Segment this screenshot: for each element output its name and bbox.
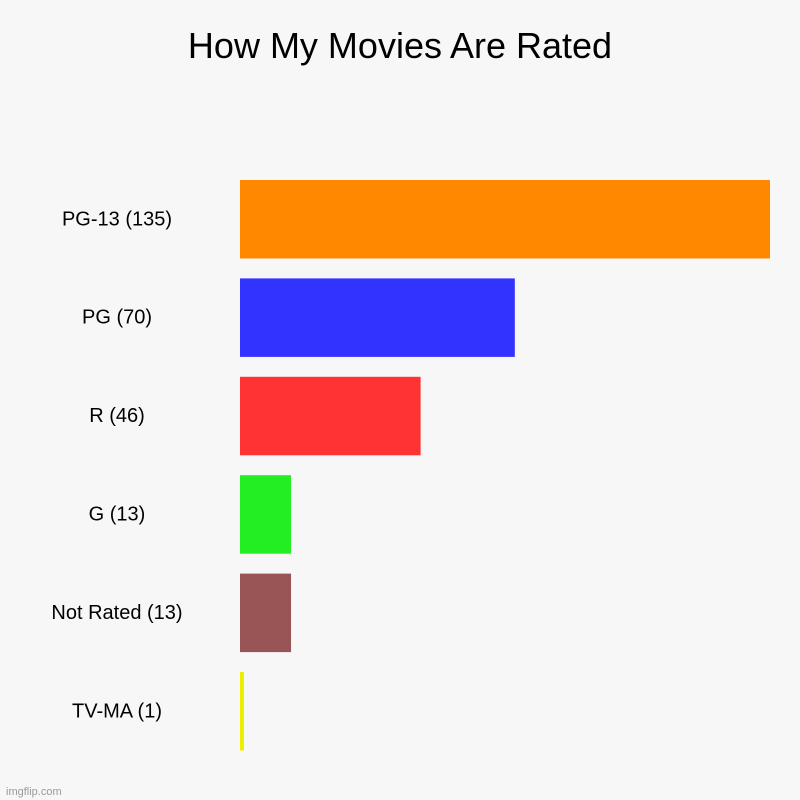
category-label-3: G (13): [89, 503, 146, 525]
bar-0: [240, 180, 770, 259]
bar-2: [240, 376, 421, 456]
category-label-2: R (46): [89, 405, 145, 427]
chart-title: How My Movies Are Rated: [187, 25, 613, 66]
bar-1: [240, 278, 515, 357]
watermark-text: imgflip.com: [6, 786, 62, 798]
category-label-5: TV-MA (1): [72, 700, 162, 722]
bar-5: [240, 672, 244, 751]
bar-3: [240, 475, 292, 554]
category-label-1: PG (70): [82, 307, 152, 329]
bar-4: [240, 573, 292, 653]
category-label-0: PG-13 (135): [62, 208, 172, 230]
category-label-4: Not Rated (13): [51, 602, 182, 624]
